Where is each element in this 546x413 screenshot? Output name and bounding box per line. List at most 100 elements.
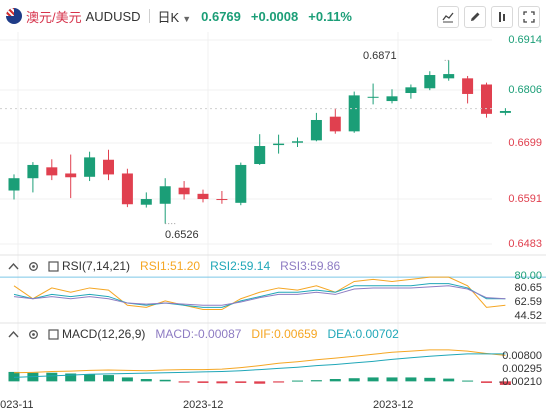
macd-histogram-bar xyxy=(443,378,455,382)
rsi-axis-label: 80.00 xyxy=(514,270,542,282)
candle-body xyxy=(65,173,77,178)
macd-name: MACD(12,26,9) xyxy=(62,327,146,341)
macd-histogram-bar xyxy=(254,381,266,384)
macd-histogram-bar xyxy=(8,371,20,382)
rsi2-value: RSI2:59.14 xyxy=(210,259,271,273)
price-change-percent: +0.11% xyxy=(308,8,352,24)
macd-histogram-bar xyxy=(46,372,58,382)
macd-histogram-bar xyxy=(367,377,379,382)
dif-value: DIF:0.00659 xyxy=(251,327,318,341)
macd-histogram-bar xyxy=(405,377,417,382)
price-axis-label: 0.6914 xyxy=(508,34,542,46)
macd-histogram-bar xyxy=(140,379,152,382)
divider xyxy=(148,9,150,23)
rsi2-line xyxy=(13,283,506,308)
chart-icon[interactable] xyxy=(437,6,459,28)
candle-body xyxy=(46,167,58,176)
candle-body xyxy=(197,193,209,200)
macd-histogram-bar xyxy=(216,381,228,384)
macd-histogram-bar xyxy=(159,379,171,382)
macd-histogram-bar xyxy=(462,380,474,382)
rsi3-value: RSI3:59.86 xyxy=(280,259,341,273)
price-axis-label: 0.6699 xyxy=(508,137,542,149)
macd-histogram-bar xyxy=(499,381,511,385)
dea-value: DEA:0.00702 xyxy=(327,327,399,341)
candle-body xyxy=(424,75,436,89)
settings-icon[interactable] xyxy=(26,259,40,273)
candle-body xyxy=(329,116,341,132)
candle-body xyxy=(273,143,285,146)
rsi-name: RSI(7,14,21) xyxy=(62,259,131,273)
candle-body xyxy=(254,146,266,165)
rsi3-line xyxy=(13,285,506,306)
candle-body xyxy=(27,164,39,179)
candle-body xyxy=(499,110,511,113)
macd-histogram-bar xyxy=(121,377,133,382)
x-axis-label: 2023-11 xyxy=(0,399,34,411)
candle-body xyxy=(348,95,360,132)
price-axis-label: 0.6591 xyxy=(508,193,542,205)
x-axis-label: 2023-12 xyxy=(373,399,414,411)
macd-histogram-bar xyxy=(273,381,285,383)
rsi1-line xyxy=(13,276,506,311)
symbol-name-cn[interactable]: 澳元/美元 xyxy=(26,9,82,25)
candle-body xyxy=(140,199,152,205)
candle-body xyxy=(235,164,247,203)
candle-body xyxy=(292,141,303,143)
price-axis-label: 0.6483 xyxy=(508,238,542,250)
low-price-label: 0.6526 xyxy=(165,229,199,241)
macd-histogram-bar xyxy=(84,374,96,382)
macd-histogram-bar xyxy=(292,380,303,382)
rsi-axis-label: 80.65 xyxy=(514,282,542,294)
info-icon[interactable] xyxy=(46,259,60,273)
collapse-icon[interactable] xyxy=(6,327,20,341)
period-selector[interactable]: 日K ▼ xyxy=(158,7,192,26)
symbol-code: AUDUSD xyxy=(85,8,141,24)
candle-body xyxy=(216,199,228,201)
last-price: 0.6769 xyxy=(201,8,241,24)
x-axis-label: 2023-12 xyxy=(183,399,224,411)
period-label: 日K xyxy=(157,9,180,25)
macd-axis-label: 0.00295 xyxy=(502,363,542,375)
macd-histogram-bar xyxy=(65,373,77,382)
candle-body xyxy=(367,96,379,98)
candle-body xyxy=(405,87,417,94)
candle-body xyxy=(103,159,114,175)
macd-histogram-bar xyxy=(235,381,247,383)
macd-histogram-bar xyxy=(178,381,190,383)
chevron-down-icon: ▼ xyxy=(182,13,192,24)
layers-icon[interactable] xyxy=(491,6,513,28)
macd-value: MACD:-0.00087 xyxy=(155,327,242,341)
info-icon[interactable] xyxy=(46,327,60,341)
candle-body xyxy=(159,186,171,204)
candle-body xyxy=(8,178,20,191)
collapse-icon[interactable] xyxy=(6,259,20,273)
pencil-icon[interactable] xyxy=(464,6,486,28)
expand-icon[interactable] xyxy=(518,6,540,28)
rsi-axis-label: 62.59 xyxy=(514,296,542,308)
macd-histogram-bar xyxy=(348,378,360,382)
rsi1-value: RSI1:51.20 xyxy=(140,259,201,273)
macd-axis-label: 0.00800 xyxy=(502,350,542,362)
settings-icon[interactable] xyxy=(26,327,40,341)
rsi-legend: RSI(7,14,21) RSI1:51.20 RSI2:59.14 RSI3:… xyxy=(0,258,340,274)
candle-body xyxy=(462,78,474,94)
macd-legend: MACD(12,26,9) MACD:-0.00087 DIF:0.00659 … xyxy=(0,326,399,342)
rsi-axis-label: 44.52 xyxy=(514,310,542,322)
candle-body xyxy=(121,173,133,205)
macd-histogram-bar xyxy=(424,377,436,382)
candle-body xyxy=(481,84,492,114)
dea-line xyxy=(13,353,506,378)
price-axis-label: 0.6806 xyxy=(508,84,542,96)
macd-histogram-bar xyxy=(103,375,114,382)
symbol-header: 澳元/美元 AUDUSD 日K ▼ 0.6769 +0.0008 +0.11% xyxy=(0,0,546,32)
australia-flag-icon xyxy=(6,8,22,24)
macd-histogram-bar xyxy=(481,381,492,383)
candle-body xyxy=(84,157,96,177)
macd-axis-label: -0.00210 xyxy=(498,376,542,388)
candle-body xyxy=(443,74,455,79)
macd-histogram-bar xyxy=(197,381,209,383)
macd-histogram-bar xyxy=(386,377,398,382)
candle-body xyxy=(386,96,398,102)
